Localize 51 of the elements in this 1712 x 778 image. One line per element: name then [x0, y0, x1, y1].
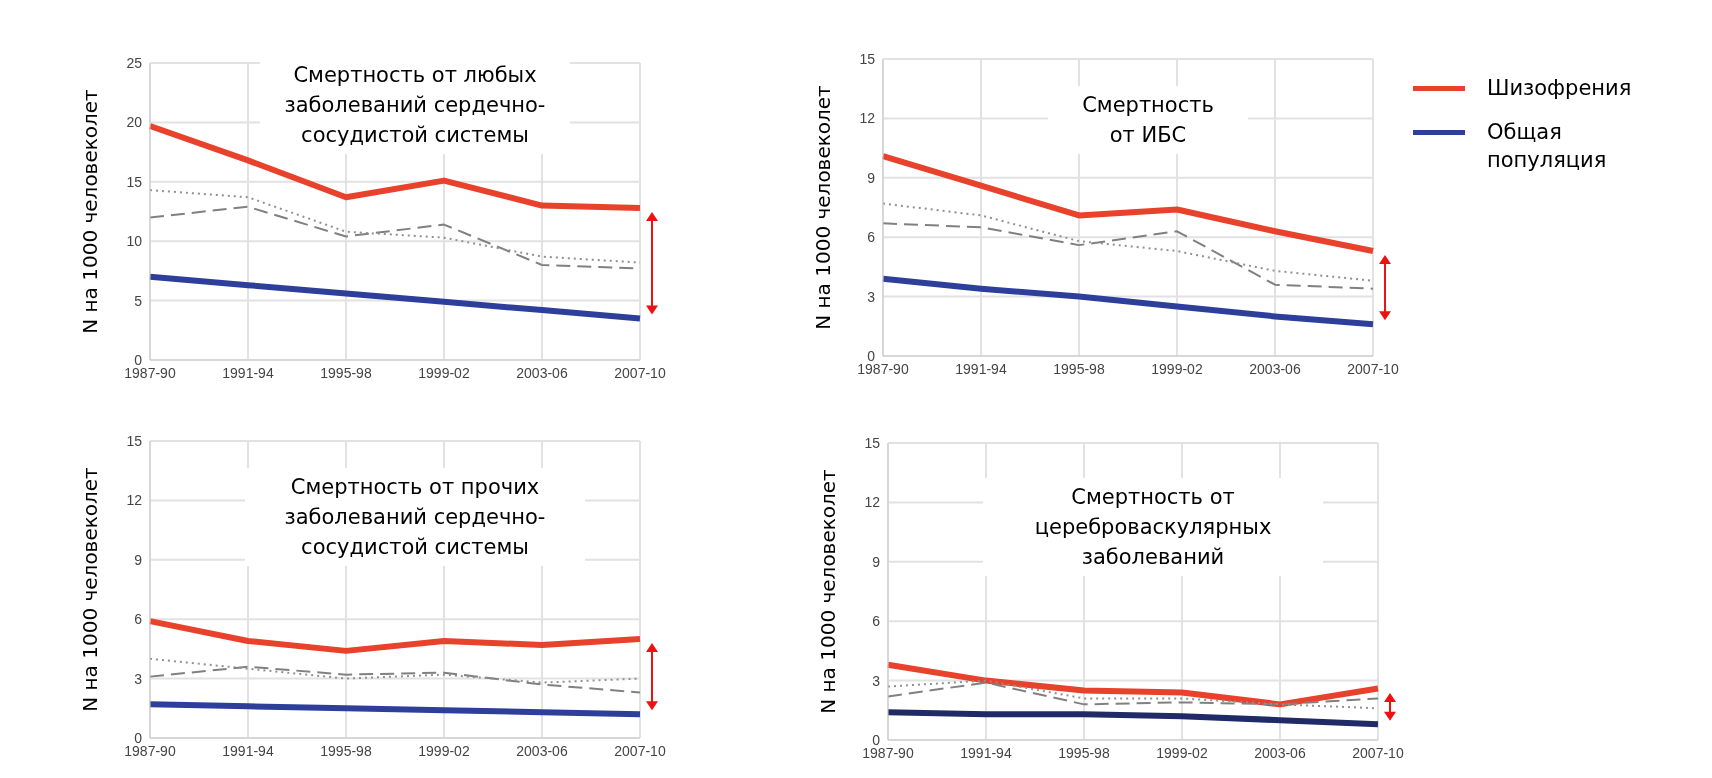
x-tick-label: 2007-10 — [1347, 360, 1399, 377]
y-tick-label: 15 — [864, 434, 881, 451]
line-series — [149, 665, 641, 694]
y-tick-label: 10 — [126, 233, 143, 250]
x-tick-label: 1999-02 — [1156, 744, 1208, 761]
title-backdrop: Смертность от цереброваскулярных заболеваний — [983, 478, 1323, 576]
y-tick-label: 15 — [126, 173, 143, 190]
y-tick-label: 15 — [859, 50, 876, 67]
title-backdrop: Смертность от прочих заболеваний сердечно-сосудистой системы — [245, 468, 585, 566]
y-axis-title: N на 1000 человеколет — [78, 88, 103, 334]
x-tick-label: 2007-10 — [614, 742, 666, 759]
y-tick-label: 25 — [126, 54, 143, 71]
y-axis-title: N на 1000 человеколет — [816, 468, 841, 714]
x-tick-label: 1999-02 — [418, 364, 470, 381]
x-tick-label: 1999-02 — [1151, 360, 1203, 377]
x-tick-label: 1995-98 — [320, 742, 372, 759]
y-tick-label: 3 — [134, 670, 143, 687]
x-tick-label: 1991-94 — [222, 364, 274, 381]
x-tick-label: 2003-06 — [516, 364, 568, 381]
y-tick-label: 12 — [864, 494, 881, 511]
legend-label: Общая популяция — [1487, 119, 1608, 174]
x-tick-label: 2007-10 — [614, 364, 666, 381]
title-backdrop: Смертность от ИБС — [1048, 86, 1248, 154]
y-tick-label: 6 — [134, 611, 143, 628]
x-tick-label: 2003-06 — [1249, 360, 1301, 377]
x-tick-label: 2007-10 — [1352, 744, 1404, 761]
y-tick-label: 12 — [859, 110, 876, 127]
y-tick-label: 6 — [867, 229, 876, 246]
y-tick-label: 5 — [134, 292, 143, 309]
line-series — [882, 222, 1374, 290]
x-tick-label: 1991-94 — [955, 360, 1007, 377]
y-axis-title: N на 1000 человеколет — [78, 466, 103, 712]
x-tick-label: 1995-98 — [1058, 744, 1110, 761]
y-tick-label: 15 — [126, 432, 143, 449]
x-tick-label: 2003-06 — [516, 742, 568, 759]
x-tick-label: 1991-94 — [222, 742, 274, 759]
y-tick-label: 9 — [134, 551, 143, 568]
y-tick-label: 12 — [126, 492, 143, 509]
legend-label: Шизофрения — [1487, 75, 1633, 102]
x-tick-label: 1995-98 — [1053, 360, 1105, 377]
y-tick-label: 20 — [126, 114, 143, 131]
y-tick-label: 3 — [872, 672, 881, 689]
y-tick-label: 6 — [872, 613, 881, 630]
x-tick-label: 2003-06 — [1254, 744, 1306, 761]
x-tick-label: 1995-98 — [320, 364, 372, 381]
y-tick-label: 9 — [872, 553, 881, 570]
x-tick-label: 1999-02 — [418, 742, 470, 759]
y-tick-label: 3 — [867, 288, 876, 305]
y-axis-title: N на 1000 человеколет — [811, 84, 836, 330]
x-tick-label: 1991-94 — [960, 744, 1012, 761]
y-tick-label: 9 — [867, 169, 876, 186]
